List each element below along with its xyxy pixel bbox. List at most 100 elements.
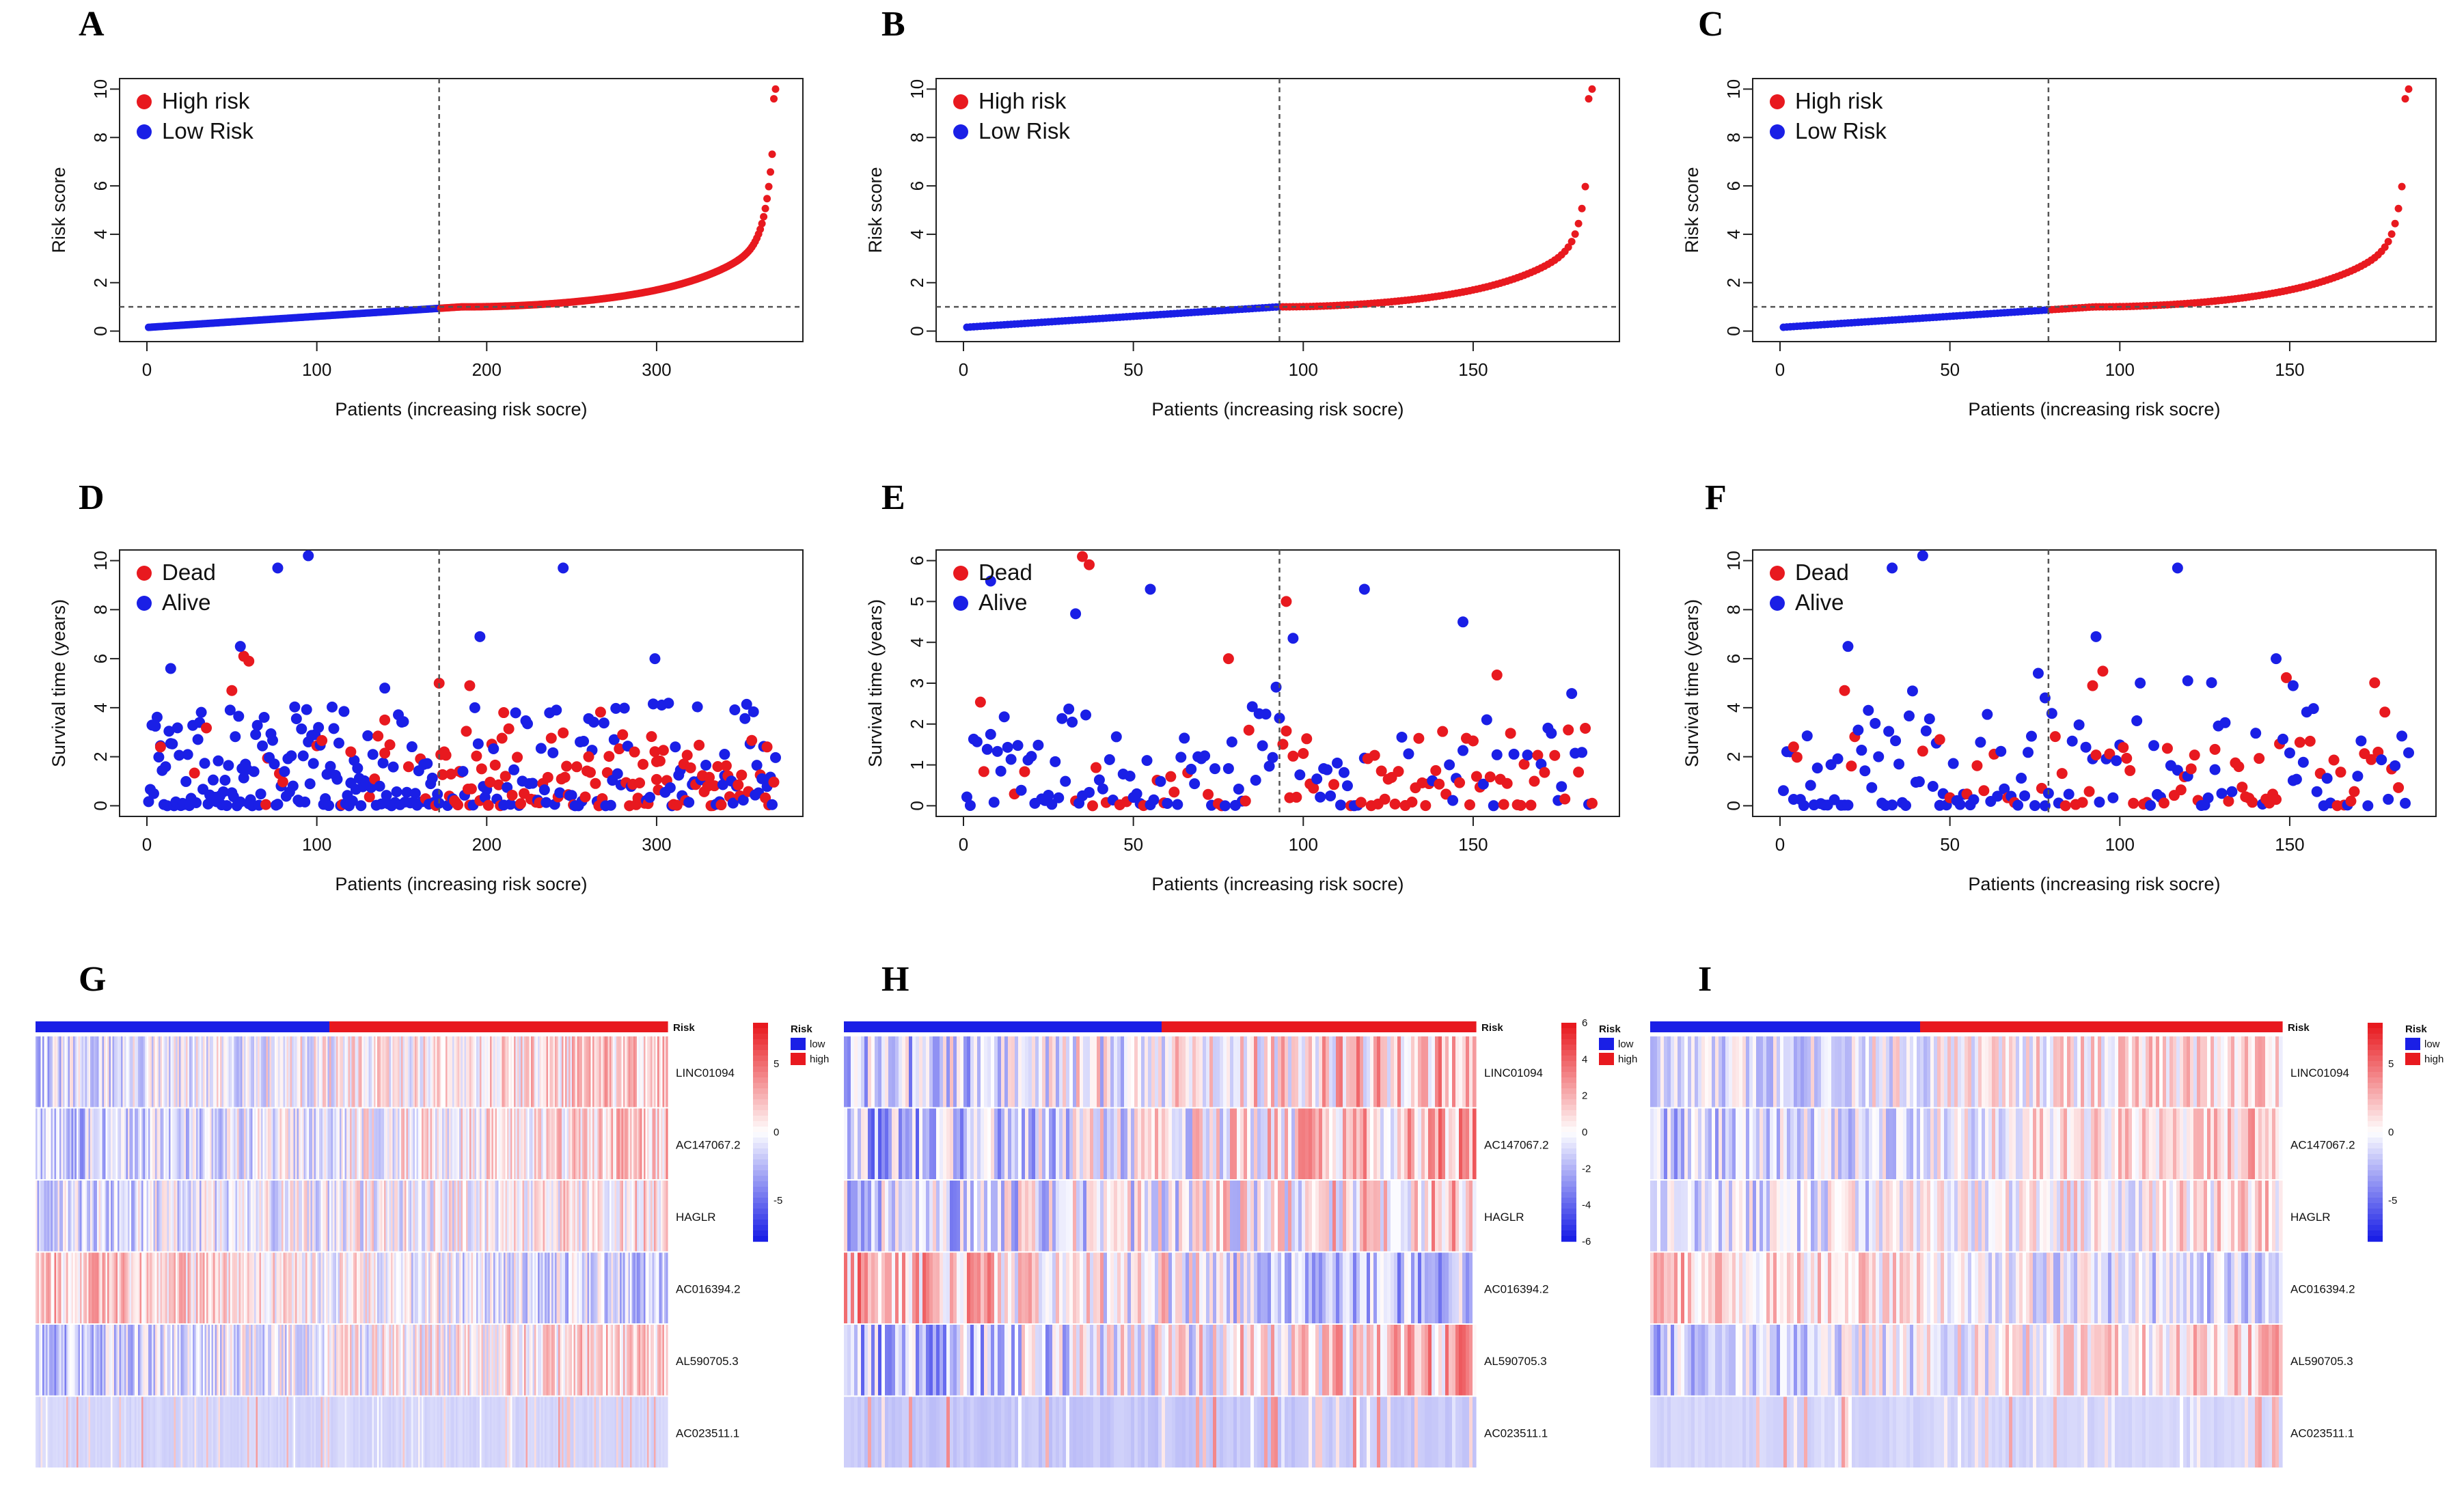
heat-cell-H [1329,1109,1333,1180]
survival-point-D [385,739,396,750]
survival-point-D [599,717,610,728]
scale-bar-cell-G [753,1220,768,1226]
heat-cell-H [1052,1036,1056,1107]
heat-cell-H [1377,1036,1381,1107]
heat-cell-H [1165,1036,1169,1107]
heat-cell-H [1230,1109,1234,1180]
x-tick-label-C-2: 100 [2105,359,2135,380]
heat-cell-H [1199,1109,1203,1180]
survival-point-E [1339,767,1350,778]
heat-cell-H [933,1109,937,1180]
survival-point-F [1978,785,1989,796]
heat-cell-H [1001,1036,1005,1107]
heat-cell-H [1011,1109,1015,1180]
heat-cell-H [1367,1109,1371,1180]
heat-cell-H [905,1036,909,1107]
risk-annotation-cell-H [1459,1021,1463,1032]
survival-point-E [1505,728,1516,739]
survival-point-E [1199,750,1210,761]
heat-cell-H [868,1109,872,1180]
legend-marker-B-1 [953,124,968,139]
risk-annotation-cell-H [905,1021,909,1032]
survival-point-E [1539,767,1550,778]
survival-point-D [670,741,681,752]
heat-cell-H [861,1109,865,1180]
survival-point-F [1928,781,1939,792]
risk-annotation-cell-H [940,1021,944,1032]
heat-cell-H [998,1036,1002,1107]
scale-bar-cell-G [753,1236,768,1242]
risk-annotation-cell-H [1278,1021,1282,1032]
heat-cell-H [844,1036,848,1107]
scale-bar-cell-G [753,1203,768,1209]
survival-point-E [1420,800,1431,811]
survival-point-D [461,726,471,736]
heat-cell-H [878,1109,882,1180]
risk-annotation-cell-H [936,1021,940,1032]
x-tick-label-A-2: 200 [472,359,502,380]
survival-point-F [1955,799,1966,810]
survival-point-D [469,702,480,713]
heat-cell-H [926,1181,930,1252]
risk-annotation-cell-H [1404,1021,1408,1032]
heat-cell-H [940,1109,944,1180]
survival-point-D [291,713,302,724]
survival-outlier-F [2271,653,2282,664]
survival-outlier-D [165,663,176,674]
heat-cell-H [1090,1181,1094,1252]
risk-point-A [763,195,771,202]
heat-cell-H [1151,1109,1155,1180]
survival-point-D [250,729,261,740]
heat-cell-H [1069,1181,1073,1252]
heat-cell-H [1083,1036,1087,1107]
survival-point-D [160,761,171,772]
heat-cell-H [946,1109,950,1180]
survival-outlier-F [2210,744,2221,755]
risk-annotation-cell-H [1138,1021,1142,1032]
heat-cell-H [926,1036,930,1107]
survival-point-D [422,758,433,769]
heat-cell-H [1175,1109,1179,1180]
survival-point-F [1900,800,1911,811]
survival-point-E [1067,717,1078,728]
risk-annotation-cell-H [1257,1021,1261,1032]
survival-point-F [1917,745,1928,756]
survival-point-F [1873,752,1884,762]
survival-outlier-D [226,685,237,696]
heat-cell-H [1404,1109,1408,1180]
survival-point-D [546,732,557,743]
survival-point-E [1502,778,1513,789]
survival-point-D [374,781,385,792]
risk-point-B [1589,85,1596,93]
heat-cell-H [854,1036,858,1107]
y-tick-label-B-1: 2 [907,278,927,288]
risk-annotation-cell-H [1432,1021,1436,1032]
heat-cell-H [1025,1109,1029,1180]
survival-point-E [1311,773,1322,784]
survival-point-D [617,729,628,740]
survival-point-E [1559,794,1570,805]
heat-cell-H [1230,1036,1234,1107]
heat-cell-H [950,1109,954,1180]
risk-annotation-cell-H [916,1021,920,1032]
x-tick-label-D-2: 200 [472,834,502,855]
survival-point-F [2379,706,2390,717]
risk-annotation-cell-H [1353,1021,1357,1032]
heat-cell-H [1322,1109,1326,1180]
heat-cell-H [1110,1036,1114,1107]
x-tick-label-C-1: 50 [1940,359,1960,380]
x-tick-label-B-1: 50 [1123,359,1143,380]
heat-cell-H [912,1181,916,1252]
survival-point-D [333,738,344,749]
heat-cell-H [963,1181,968,1252]
risk-point-C [2395,205,2403,212]
risk-annotation-cell-H [1339,1021,1343,1032]
risk-annotation-cell-H [1350,1021,1354,1032]
survival-point-D [223,760,234,771]
risk-annotation-cell-H [1414,1021,1419,1032]
heat-cell-H [940,1036,944,1107]
survival-point-E [1525,800,1536,811]
heat-cell-H [1271,1036,1275,1107]
x-tick-label-A-3: 300 [642,359,671,380]
survival-point-E [1332,758,1343,769]
